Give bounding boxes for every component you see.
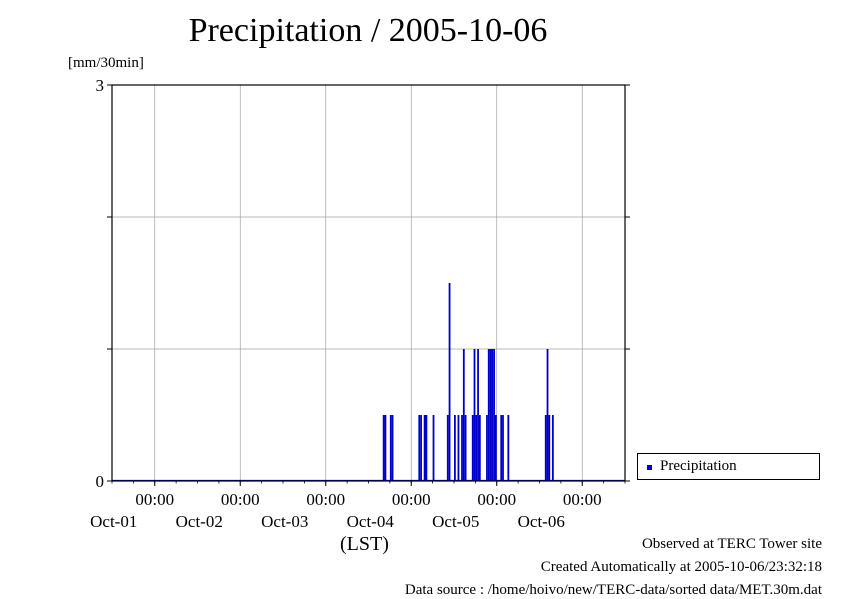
x-tick-date: Oct-06 <box>518 512 565 531</box>
bar <box>489 349 492 481</box>
bar <box>382 415 385 481</box>
bar <box>494 415 497 481</box>
x-tick-date: Oct-05 <box>432 512 479 531</box>
bar <box>391 415 394 481</box>
bar <box>544 415 547 481</box>
bar <box>418 415 421 481</box>
bar <box>389 415 392 481</box>
x-tick-time: 00:00 <box>221 490 260 509</box>
y-axis-unit-label: [mm/30min] <box>68 55 144 71</box>
x-tick-time: 00:00 <box>392 490 431 509</box>
bar <box>493 349 495 481</box>
axes <box>107 84 630 486</box>
bar <box>457 415 460 481</box>
bar <box>548 415 551 481</box>
bar <box>546 349 549 481</box>
tick-labels: 00:00Oct-0100:00Oct-0200:00Oct-0300:00Oc… <box>90 76 601 531</box>
grid-lines <box>112 85 625 481</box>
legend: Precipitation <box>637 453 820 480</box>
bar <box>500 415 503 481</box>
bar <box>475 415 478 481</box>
x-tick-date: Oct-02 <box>176 512 223 531</box>
bar <box>448 283 451 481</box>
footer-created: Created Automatically at 2005-10-06/23:3… <box>540 559 822 575</box>
x-tick-date: Oct-01 <box>90 512 137 531</box>
bars <box>112 283 625 482</box>
bar <box>471 415 474 481</box>
bar <box>454 415 456 481</box>
y-tick-label: 0 <box>96 472 105 491</box>
bar <box>464 415 467 481</box>
bar <box>551 415 554 481</box>
legend-label: Precipitation <box>660 458 737 474</box>
x-tick-date: Oct-04 <box>347 512 395 531</box>
bar <box>478 415 481 481</box>
bar <box>502 415 504 481</box>
footer-data-source: Data source : /home/hoivo/new/TERC-data/… <box>404 582 822 598</box>
x-tick-time: 00:00 <box>477 490 516 509</box>
footer-observed: Observed at TERC Tower site <box>641 536 822 552</box>
bar <box>477 349 479 481</box>
bar <box>507 415 510 481</box>
y-tick-label: 3 <box>96 76 105 95</box>
legend-swatch <box>647 465 652 470</box>
plot-frame <box>111 84 626 482</box>
x-axis-unit-label: (LST) <box>340 533 389 555</box>
bar <box>461 415 463 481</box>
bar <box>384 415 387 481</box>
bar <box>446 415 449 481</box>
x-tick-time: 00:00 <box>563 490 602 509</box>
bar <box>491 349 494 481</box>
x-tick-time: 00:00 <box>306 490 345 509</box>
bar <box>473 349 476 481</box>
chart-title: Precipitation / 2005-10-06 <box>188 12 548 49</box>
bar <box>432 415 435 481</box>
bar <box>462 349 465 481</box>
x-tick-date: Oct-03 <box>261 512 308 531</box>
x-tick-time: 00:00 <box>135 490 174 509</box>
bar <box>487 349 490 481</box>
bar <box>486 415 488 481</box>
bar <box>425 415 428 481</box>
bar <box>420 415 422 481</box>
bar <box>423 415 426 481</box>
